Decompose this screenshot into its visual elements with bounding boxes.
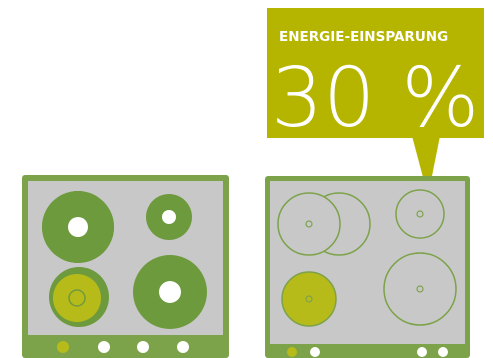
control-knob-icon <box>98 341 110 353</box>
burner-icon <box>383 252 457 326</box>
cooktop-induction-icon <box>265 176 470 358</box>
control-knob-icon <box>137 341 149 353</box>
callout-box <box>267 8 484 138</box>
control-knob-icon <box>417 347 427 357</box>
control-knob-icon <box>177 341 189 353</box>
burner-icon <box>133 255 207 329</box>
burner-icon <box>281 271 337 327</box>
control-knob-icon <box>57 341 69 353</box>
burner-icon <box>277 192 371 256</box>
burner-icon <box>146 194 192 240</box>
callout-title: ENERGIE-EINSPARUNG <box>279 29 448 45</box>
control-knob-icon <box>438 347 448 357</box>
savings-callout: ENERGIE-EINSPARUNG 30 % <box>267 8 484 196</box>
burner-icon <box>42 191 118 267</box>
cooktop-traditional-icon <box>22 175 229 358</box>
callout-value: 30 % <box>271 51 479 146</box>
burner-icon <box>395 189 445 239</box>
control-knob-icon <box>287 347 297 357</box>
burner-icon <box>49 267 109 327</box>
control-knob-icon <box>310 347 320 357</box>
callout-pointer-icon <box>412 136 440 196</box>
